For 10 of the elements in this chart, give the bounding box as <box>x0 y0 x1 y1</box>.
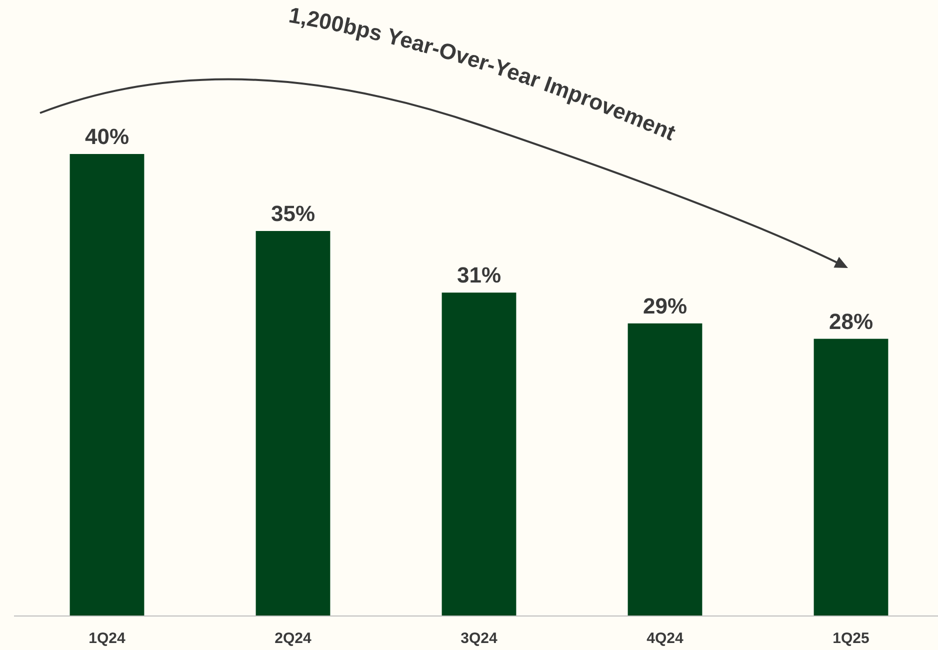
data-label: 40% <box>84 124 130 149</box>
data-label: 29% <box>642 293 688 318</box>
x-tick-label: 1Q25 <box>832 630 870 647</box>
x-tick-label: 1Q24 <box>88 630 126 647</box>
data-label: 35% <box>270 201 316 226</box>
x-tick-label: 3Q24 <box>460 630 498 647</box>
x-tick-label: 2Q24 <box>274 630 312 647</box>
data-label: 31% <box>456 262 502 288</box>
data-label: 28% <box>828 308 874 334</box>
x-tick-label: 4Q24 <box>646 630 684 647</box>
